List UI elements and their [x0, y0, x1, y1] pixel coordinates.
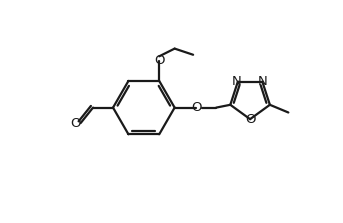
Text: N: N [232, 75, 242, 88]
Text: N: N [258, 75, 268, 88]
Text: O: O [154, 54, 165, 67]
Text: O: O [245, 114, 255, 126]
Text: O: O [192, 101, 202, 114]
Text: O: O [70, 117, 81, 130]
